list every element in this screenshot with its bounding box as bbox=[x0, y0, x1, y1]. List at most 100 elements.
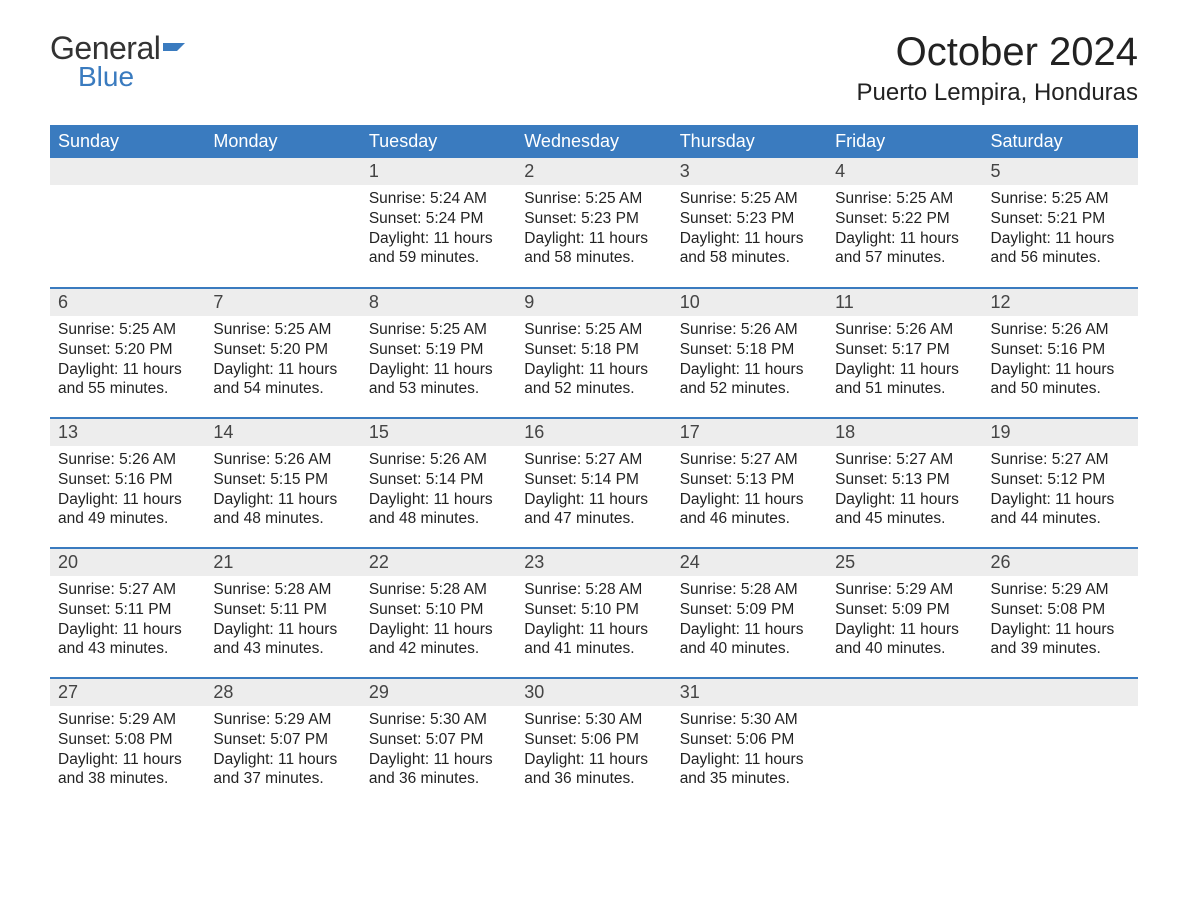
calendar-cell: 27Sunrise: 5:29 AMSunset: 5:08 PMDayligh… bbox=[50, 678, 205, 808]
day-body: Sunrise: 5:25 AMSunset: 5:21 PMDaylight:… bbox=[983, 185, 1138, 276]
sunrise-line: Sunrise: 5:25 AM bbox=[58, 320, 197, 340]
day-number: 2 bbox=[516, 158, 671, 185]
day-body: Sunrise: 5:27 AMSunset: 5:13 PMDaylight:… bbox=[672, 446, 827, 537]
day-number-bar: 7 bbox=[205, 289, 360, 316]
day-header-row: SundayMondayTuesdayWednesdayThursdayFrid… bbox=[50, 125, 1138, 158]
day-number: 26 bbox=[983, 549, 1138, 576]
calendar-cell: 5Sunrise: 5:25 AMSunset: 5:21 PMDaylight… bbox=[983, 158, 1138, 288]
day-number-bar: 12 bbox=[983, 289, 1138, 316]
day-number bbox=[205, 158, 360, 185]
sunrise-line: Sunrise: 5:24 AM bbox=[369, 189, 508, 209]
day-body bbox=[205, 185, 360, 197]
day-body: Sunrise: 5:25 AMSunset: 5:20 PMDaylight:… bbox=[50, 316, 205, 407]
day-number-bar: 25 bbox=[827, 549, 982, 576]
day-number: 8 bbox=[361, 289, 516, 316]
calendar-cell: 1Sunrise: 5:24 AMSunset: 5:24 PMDaylight… bbox=[361, 158, 516, 288]
day-number-bar: 22 bbox=[361, 549, 516, 576]
calendar-cell: 23Sunrise: 5:28 AMSunset: 5:10 PMDayligh… bbox=[516, 548, 671, 678]
daylight-line: Daylight: 11 hours and 41 minutes. bbox=[524, 620, 663, 660]
day-body: Sunrise: 5:25 AMSunset: 5:23 PMDaylight:… bbox=[516, 185, 671, 276]
header: General Blue October 2024 Puerto Lempira… bbox=[50, 30, 1138, 107]
sunset-line: Sunset: 5:16 PM bbox=[991, 340, 1130, 360]
day-body: Sunrise: 5:24 AMSunset: 5:24 PMDaylight:… bbox=[361, 185, 516, 276]
day-number: 18 bbox=[827, 419, 982, 446]
daylight-line: Daylight: 11 hours and 49 minutes. bbox=[58, 490, 197, 530]
day-number-bar: 15 bbox=[361, 419, 516, 446]
sunrise-line: Sunrise: 5:28 AM bbox=[680, 580, 819, 600]
day-number-bar bbox=[827, 679, 982, 706]
sunset-line: Sunset: 5:07 PM bbox=[369, 730, 508, 750]
day-number: 22 bbox=[361, 549, 516, 576]
calendar-cell: 14Sunrise: 5:26 AMSunset: 5:15 PMDayligh… bbox=[205, 418, 360, 548]
day-number: 24 bbox=[672, 549, 827, 576]
day-number-bar: 11 bbox=[827, 289, 982, 316]
logo: General Blue bbox=[50, 30, 189, 93]
daylight-line: Daylight: 11 hours and 38 minutes. bbox=[58, 750, 197, 790]
sunrise-line: Sunrise: 5:25 AM bbox=[369, 320, 508, 340]
sunset-line: Sunset: 5:20 PM bbox=[58, 340, 197, 360]
day-number-bar: 28 bbox=[205, 679, 360, 706]
day-number-bar: 1 bbox=[361, 158, 516, 185]
calendar-cell bbox=[983, 678, 1138, 808]
daylight-line: Daylight: 11 hours and 44 minutes. bbox=[991, 490, 1130, 530]
daylight-line: Daylight: 11 hours and 48 minutes. bbox=[369, 490, 508, 530]
daylight-line: Daylight: 11 hours and 47 minutes. bbox=[524, 490, 663, 530]
sunset-line: Sunset: 5:21 PM bbox=[991, 209, 1130, 229]
calendar-cell bbox=[50, 158, 205, 288]
day-number-bar: 30 bbox=[516, 679, 671, 706]
sunrise-line: Sunrise: 5:25 AM bbox=[524, 320, 663, 340]
sunrise-line: Sunrise: 5:27 AM bbox=[58, 580, 197, 600]
calendar-body: 1Sunrise: 5:24 AMSunset: 5:24 PMDaylight… bbox=[50, 158, 1138, 808]
sunset-line: Sunset: 5:08 PM bbox=[58, 730, 197, 750]
day-number-bar: 20 bbox=[50, 549, 205, 576]
day-body: Sunrise: 5:27 AMSunset: 5:11 PMDaylight:… bbox=[50, 576, 205, 667]
sunrise-line: Sunrise: 5:29 AM bbox=[991, 580, 1130, 600]
day-number-bar: 3 bbox=[672, 158, 827, 185]
day-number: 3 bbox=[672, 158, 827, 185]
daylight-line: Daylight: 11 hours and 46 minutes. bbox=[680, 490, 819, 530]
day-number: 9 bbox=[516, 289, 671, 316]
day-body bbox=[983, 706, 1138, 718]
daylight-line: Daylight: 11 hours and 40 minutes. bbox=[835, 620, 974, 660]
day-header: Tuesday bbox=[361, 125, 516, 158]
day-number-bar: 18 bbox=[827, 419, 982, 446]
calendar-week: 1Sunrise: 5:24 AMSunset: 5:24 PMDaylight… bbox=[50, 158, 1138, 288]
day-number-bar: 17 bbox=[672, 419, 827, 446]
day-number: 1 bbox=[361, 158, 516, 185]
sunset-line: Sunset: 5:06 PM bbox=[524, 730, 663, 750]
sunrise-line: Sunrise: 5:26 AM bbox=[835, 320, 974, 340]
day-number: 5 bbox=[983, 158, 1138, 185]
calendar-cell: 11Sunrise: 5:26 AMSunset: 5:17 PMDayligh… bbox=[827, 288, 982, 418]
day-number bbox=[50, 158, 205, 185]
sunrise-line: Sunrise: 5:28 AM bbox=[369, 580, 508, 600]
day-number: 14 bbox=[205, 419, 360, 446]
location-label: Puerto Lempira, Honduras bbox=[857, 79, 1138, 107]
day-number-bar bbox=[205, 158, 360, 185]
sunrise-line: Sunrise: 5:25 AM bbox=[213, 320, 352, 340]
day-number: 4 bbox=[827, 158, 982, 185]
daylight-line: Daylight: 11 hours and 40 minutes. bbox=[680, 620, 819, 660]
daylight-line: Daylight: 11 hours and 52 minutes. bbox=[680, 360, 819, 400]
day-body: Sunrise: 5:25 AMSunset: 5:23 PMDaylight:… bbox=[672, 185, 827, 276]
daylight-line: Daylight: 11 hours and 52 minutes. bbox=[524, 360, 663, 400]
day-number-bar: 29 bbox=[361, 679, 516, 706]
day-number-bar bbox=[983, 679, 1138, 706]
day-number: 30 bbox=[516, 679, 671, 706]
sunrise-line: Sunrise: 5:28 AM bbox=[524, 580, 663, 600]
day-number-bar: 14 bbox=[205, 419, 360, 446]
day-body: Sunrise: 5:26 AMSunset: 5:17 PMDaylight:… bbox=[827, 316, 982, 407]
daylight-line: Daylight: 11 hours and 58 minutes. bbox=[524, 229, 663, 269]
sunset-line: Sunset: 5:12 PM bbox=[991, 470, 1130, 490]
daylight-line: Daylight: 11 hours and 42 minutes. bbox=[369, 620, 508, 660]
day-number: 31 bbox=[672, 679, 827, 706]
day-number-bar bbox=[50, 158, 205, 185]
daylight-line: Daylight: 11 hours and 45 minutes. bbox=[835, 490, 974, 530]
day-body: Sunrise: 5:29 AMSunset: 5:08 PMDaylight:… bbox=[983, 576, 1138, 667]
day-number: 19 bbox=[983, 419, 1138, 446]
day-number: 17 bbox=[672, 419, 827, 446]
calendar-cell: 19Sunrise: 5:27 AMSunset: 5:12 PMDayligh… bbox=[983, 418, 1138, 548]
calendar-cell: 30Sunrise: 5:30 AMSunset: 5:06 PMDayligh… bbox=[516, 678, 671, 808]
calendar-cell: 22Sunrise: 5:28 AMSunset: 5:10 PMDayligh… bbox=[361, 548, 516, 678]
day-header: Friday bbox=[827, 125, 982, 158]
day-body: Sunrise: 5:26 AMSunset: 5:18 PMDaylight:… bbox=[672, 316, 827, 407]
